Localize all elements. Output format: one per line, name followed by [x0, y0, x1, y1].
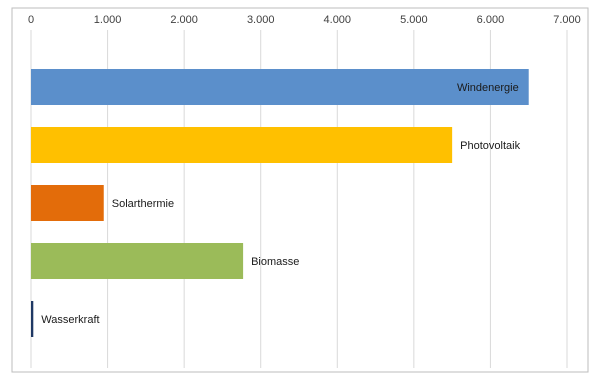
bar-label-windenergie: Windenergie	[457, 82, 519, 94]
bar-photovoltaik	[31, 127, 453, 163]
x-tick-label: 3.000	[247, 14, 275, 26]
bar-label-solarthermie: Solarthermie	[112, 198, 174, 210]
x-tick-label: 1.000	[94, 14, 122, 26]
bar-labels: Windenergie Photovoltaik Solarthermie Bioma…	[41, 82, 520, 326]
bar-wasserkraft	[31, 301, 34, 337]
bar-label-photovoltaik: Photovoltaik	[460, 140, 520, 152]
x-tick-label: 4.000	[324, 14, 352, 26]
x-tick-label: 6.000	[477, 14, 505, 26]
x-tick-label: 7.000	[553, 14, 581, 26]
bar-label-biomasse: Biomasse	[251, 256, 299, 268]
x-tick-label: 0	[28, 14, 34, 26]
bar-windenergie	[31, 69, 529, 105]
x-tick-labels: 0 1.000 2.000 3.000 4.000 5.000 6.000 7.000	[28, 14, 581, 26]
bar-label-wasserkraft: Wasserkraft	[41, 314, 99, 326]
bar-solarthermie	[31, 185, 104, 221]
x-tick-label: 2.000	[170, 14, 198, 26]
bar-biomasse	[31, 243, 244, 279]
bars	[31, 69, 529, 337]
x-tick-label: 5.000	[400, 14, 428, 26]
